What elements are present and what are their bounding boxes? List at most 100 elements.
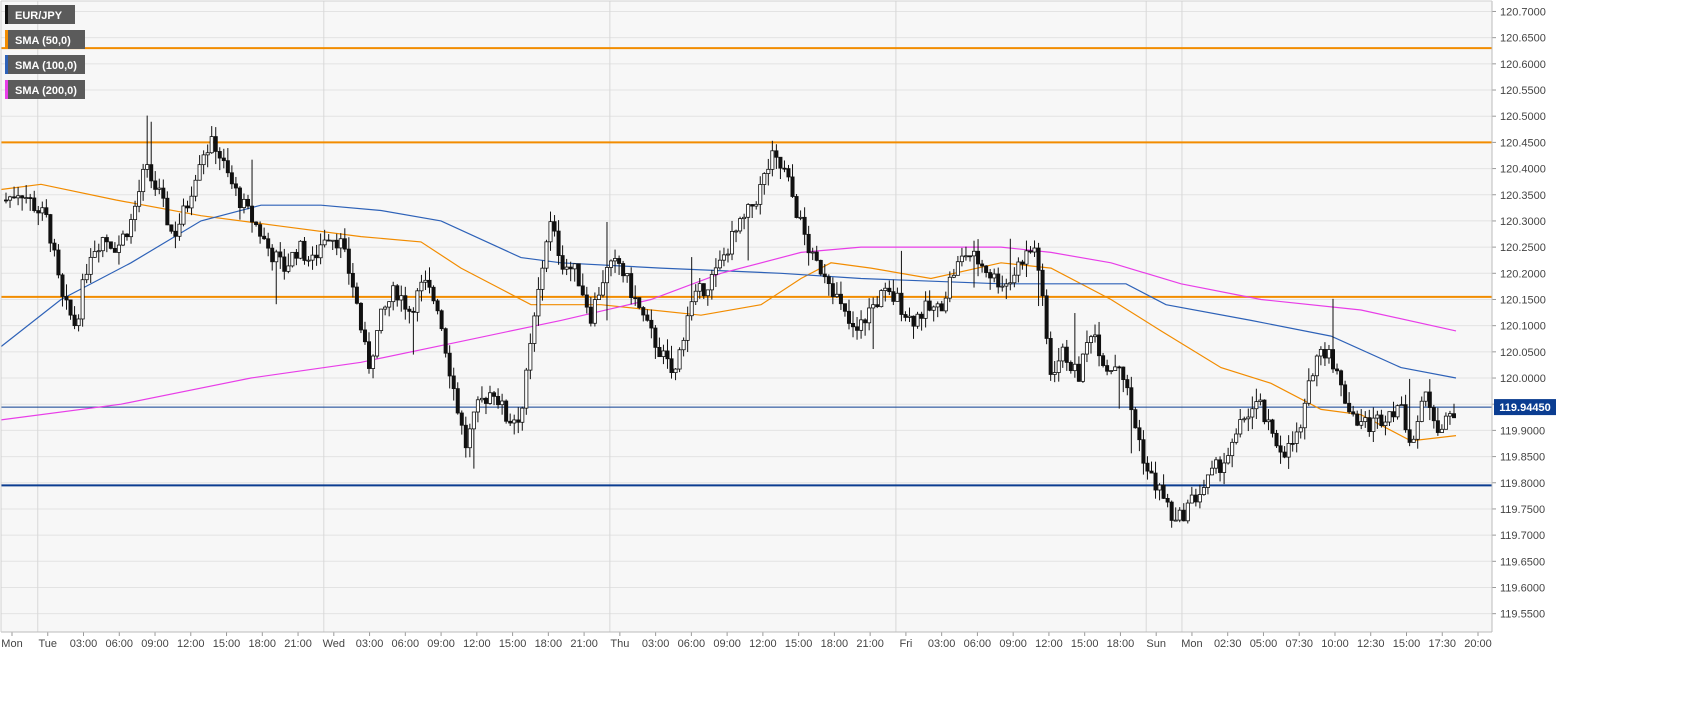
sma-200-line xyxy=(0,246,1457,421)
candle-body xyxy=(544,241,549,269)
candle-body xyxy=(463,424,468,449)
candle-body xyxy=(1004,283,1009,287)
time-tick-label: 05:00 xyxy=(1250,638,1278,650)
candle-body xyxy=(988,272,993,279)
candle-body xyxy=(44,207,49,215)
candle-body xyxy=(286,265,291,272)
candle-body xyxy=(1113,366,1118,371)
candle-body xyxy=(984,265,989,273)
candle-body xyxy=(342,238,347,250)
candle-body xyxy=(483,397,488,404)
candle-body xyxy=(1044,295,1049,339)
candle-body xyxy=(1016,261,1021,276)
time-tick-label: 12:30 xyxy=(1357,638,1385,650)
candle-body xyxy=(1371,417,1376,432)
candle-body xyxy=(867,307,872,324)
candle-body xyxy=(786,168,791,178)
candle-body xyxy=(1395,405,1400,418)
candle-body xyxy=(1129,387,1134,411)
candle-body xyxy=(576,263,581,287)
candle-body xyxy=(871,304,876,309)
time-tick-label: 18:00 xyxy=(249,638,277,650)
candle-body xyxy=(560,255,565,270)
candle-body xyxy=(60,274,65,297)
candle-body xyxy=(129,219,134,238)
candle-body xyxy=(887,287,892,293)
candle-body xyxy=(568,266,573,270)
time-tick-label: 09:00 xyxy=(713,638,741,650)
candle-body xyxy=(1302,402,1307,429)
candle-body xyxy=(528,343,533,371)
time-tick-label: 12:00 xyxy=(749,638,777,650)
time-tick-label: Tue xyxy=(38,638,57,650)
candle-body xyxy=(354,286,359,304)
candle-body xyxy=(1214,459,1219,469)
time-tick-label: 06:00 xyxy=(392,638,420,650)
candle-body xyxy=(1040,269,1045,297)
candle-body xyxy=(1439,428,1444,433)
candle-body xyxy=(1048,338,1053,375)
candle-body xyxy=(665,350,670,360)
candle-body xyxy=(814,251,819,261)
candle-body xyxy=(443,328,448,354)
candle-body xyxy=(233,183,238,189)
legend-swatch xyxy=(5,30,8,49)
legend-swatch xyxy=(5,5,8,24)
candle-body xyxy=(681,339,686,351)
candle-body xyxy=(826,276,831,285)
candle-body xyxy=(641,307,646,316)
candle-body xyxy=(947,276,952,299)
candle-body xyxy=(84,273,89,281)
candle-body xyxy=(391,285,396,303)
candle-body xyxy=(1141,439,1146,464)
candle-body xyxy=(818,259,823,275)
candle-body xyxy=(447,352,452,377)
candle-body xyxy=(282,256,287,272)
candle-body xyxy=(104,237,109,243)
candle-body xyxy=(330,239,335,242)
candle-body xyxy=(645,314,650,321)
candle-body xyxy=(1443,415,1448,430)
time-tick-label: 09:00 xyxy=(999,638,1027,650)
candle-body xyxy=(1274,432,1279,447)
candle-body xyxy=(1052,372,1057,375)
candle-body xyxy=(790,176,795,197)
candle-body xyxy=(1226,455,1231,464)
candle-body xyxy=(637,297,642,308)
candle-body xyxy=(604,267,609,284)
candle-body xyxy=(1084,342,1089,355)
candle-body xyxy=(1306,380,1311,404)
candle-body xyxy=(980,263,985,267)
candle-body xyxy=(657,346,662,358)
candle-body xyxy=(383,306,388,310)
candle-body xyxy=(181,205,186,225)
candle-body xyxy=(955,261,960,276)
candle-body xyxy=(375,330,380,357)
candle-body xyxy=(1415,421,1420,440)
time-tick-label: 15:00 xyxy=(1393,638,1421,650)
candle-body xyxy=(1431,407,1436,422)
candle-body xyxy=(1298,427,1303,433)
candle-body xyxy=(1254,401,1259,410)
candle-body xyxy=(709,274,714,291)
candle-body xyxy=(294,251,299,259)
time-tick-label: 15:00 xyxy=(213,638,241,650)
candle-body xyxy=(399,295,404,301)
candle-body xyxy=(883,287,888,291)
legend-label: SMA (200,0) xyxy=(15,85,77,97)
candle-body xyxy=(746,204,751,218)
candle-body xyxy=(512,419,517,424)
candle-body xyxy=(758,184,763,205)
candle-body xyxy=(145,164,150,170)
candle-body xyxy=(830,283,835,297)
time-tick-label: 03:00 xyxy=(928,638,956,650)
candle-body xyxy=(1230,441,1235,457)
candle-body xyxy=(689,301,694,317)
candle-body xyxy=(500,400,505,406)
candle-body xyxy=(173,230,178,237)
candle-body xyxy=(1335,368,1340,372)
candle-body xyxy=(851,323,856,328)
candle-body xyxy=(996,273,1001,288)
time-tick-label: 09:00 xyxy=(141,638,169,650)
candle-body xyxy=(701,283,706,297)
